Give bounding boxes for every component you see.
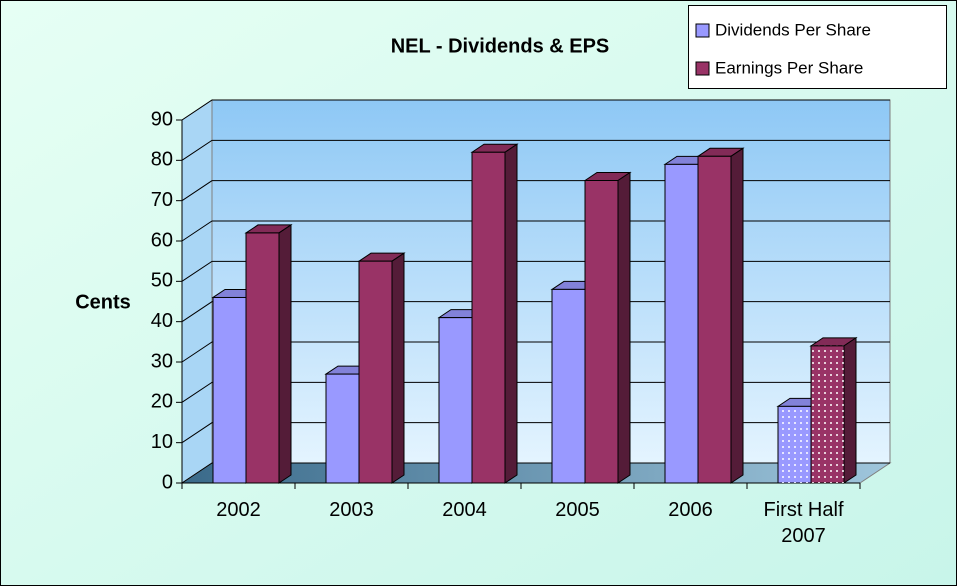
y-tick-label: 20 (151, 391, 173, 413)
grid-line (181, 422, 890, 444)
legend-label: Earnings Per Share (715, 58, 863, 77)
legend-swatch (695, 61, 710, 76)
x-tick-label: 2004 (442, 499, 487, 521)
y-tick-label: 60 (151, 229, 173, 251)
x-tick-label: First Half 2007 (763, 499, 844, 547)
bar (471, 151, 506, 484)
bar (212, 296, 247, 484)
bar-side (730, 147, 744, 484)
grid-line (181, 301, 890, 323)
legend-swatch (695, 23, 710, 38)
legend (688, 5, 947, 89)
grid-line (181, 99, 890, 121)
x-tick-label: 2005 (555, 499, 600, 521)
bar (664, 163, 699, 484)
bar (325, 373, 360, 484)
bar-pattern (778, 406, 811, 483)
y-tick-label: 70 (151, 189, 173, 211)
bar-side (843, 336, 857, 484)
y-tick-label: 90 (151, 108, 173, 130)
chart-title: NEL - Dividends & EPS (391, 35, 610, 57)
bar (245, 232, 280, 484)
y-axis-label: Cents (75, 291, 131, 313)
bar-side (504, 143, 518, 484)
bar-side (391, 252, 405, 484)
y-tick-label: 0 (162, 471, 173, 493)
y-tick-label: 80 (151, 149, 173, 171)
x-tick-label: 2006 (668, 499, 713, 521)
bar-pattern (811, 345, 844, 483)
y-tick-label: 50 (151, 270, 173, 292)
legend-label: Dividends Per Share (715, 20, 871, 39)
y-tick-label: 40 (151, 310, 173, 332)
x-tick-label: 2003 (329, 499, 374, 521)
grid-line (181, 462, 890, 484)
x-tick-label: 2002 (216, 499, 261, 521)
y-tick-label: 30 (151, 350, 173, 372)
bar (697, 155, 732, 484)
grid-line (181, 180, 890, 202)
grid-line (181, 220, 890, 242)
bar-side (278, 223, 292, 484)
bar (438, 317, 473, 484)
bar (551, 288, 586, 484)
grid-line (181, 139, 890, 161)
grid-line (181, 381, 890, 403)
grid-line (181, 341, 890, 363)
bar-side (617, 171, 631, 484)
grid-line (181, 260, 890, 282)
back-wall (211, 99, 891, 464)
y-tick-label: 10 (151, 431, 173, 453)
bar (584, 180, 619, 484)
bar (358, 260, 393, 484)
